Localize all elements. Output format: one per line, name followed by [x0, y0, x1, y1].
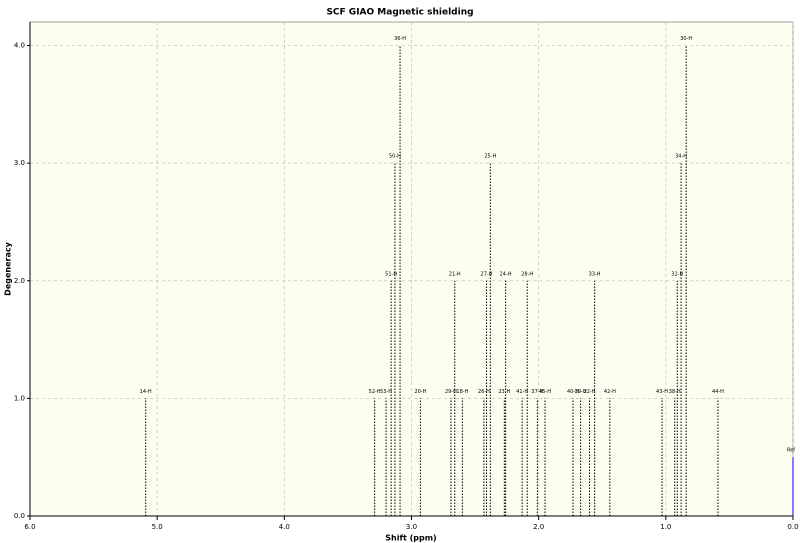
peak-label: 44-H — [712, 389, 724, 395]
peak-label: 21-H — [449, 271, 461, 277]
peak-label: 22-H — [584, 389, 596, 395]
y-tick-label: 0.0 — [14, 512, 25, 520]
y-axis-label: Degeneracy — [4, 241, 13, 295]
peak-label: 38-H — [669, 389, 681, 395]
peak-label: 41-H — [516, 389, 528, 395]
peak-label: 26-H — [478, 389, 490, 395]
peak-label: 18-H — [456, 389, 468, 395]
peak-label: 24-H — [500, 271, 512, 277]
x-axis-label: Shift (ppm) — [385, 534, 436, 543]
x-tick-label: 6.0 — [24, 523, 35, 531]
peak-label: 29-H — [445, 389, 457, 395]
chart-title: SCF GIAO Magnetic shielding — [326, 8, 473, 18]
x-tick-label: 1.0 — [660, 523, 671, 531]
x-tick-label: 2.0 — [533, 523, 544, 531]
peak-label: 23-H — [498, 389, 510, 395]
peak-label: 25-H — [484, 154, 496, 160]
reference-label: Ref — [787, 448, 795, 454]
y-tick-label: 2.0 — [14, 277, 25, 285]
peak-label: 52-H — [369, 389, 381, 395]
peak-label: 40-H — [567, 389, 579, 395]
x-tick-label: 3.0 — [406, 523, 417, 531]
x-tick-label: 0.0 — [787, 523, 798, 531]
peak-label: 20-H — [414, 389, 426, 395]
x-tick-label: 4.0 — [279, 523, 290, 531]
peak-label: 51-H — [385, 271, 397, 277]
peak-label: 37-H — [531, 389, 543, 395]
peak-label: 43-H — [656, 389, 668, 395]
peak-label: 33-H — [589, 271, 601, 277]
x-tick-label: 5.0 — [152, 523, 163, 531]
peak-label: 39-H — [575, 389, 587, 395]
peak-label: 28-H — [521, 271, 533, 277]
y-tick-label: 3.0 — [14, 159, 25, 167]
peak-label: 42-H — [604, 389, 616, 395]
peak-label: 50-H — [389, 154, 401, 160]
peak-label: 53-H — [380, 389, 392, 395]
peak-label: 36-H — [394, 36, 406, 42]
peak-label: 27-H — [481, 271, 493, 277]
y-tick-label: 1.0 — [14, 394, 25, 402]
peak-label: 14-H — [140, 389, 152, 395]
peak-label: 45-H — [539, 389, 551, 395]
peak-label: 34-H — [675, 154, 687, 160]
peak-label: 30-H — [680, 36, 692, 42]
y-tick-label: 4.0 — [14, 42, 25, 50]
peak-label: 32-H — [671, 271, 683, 277]
